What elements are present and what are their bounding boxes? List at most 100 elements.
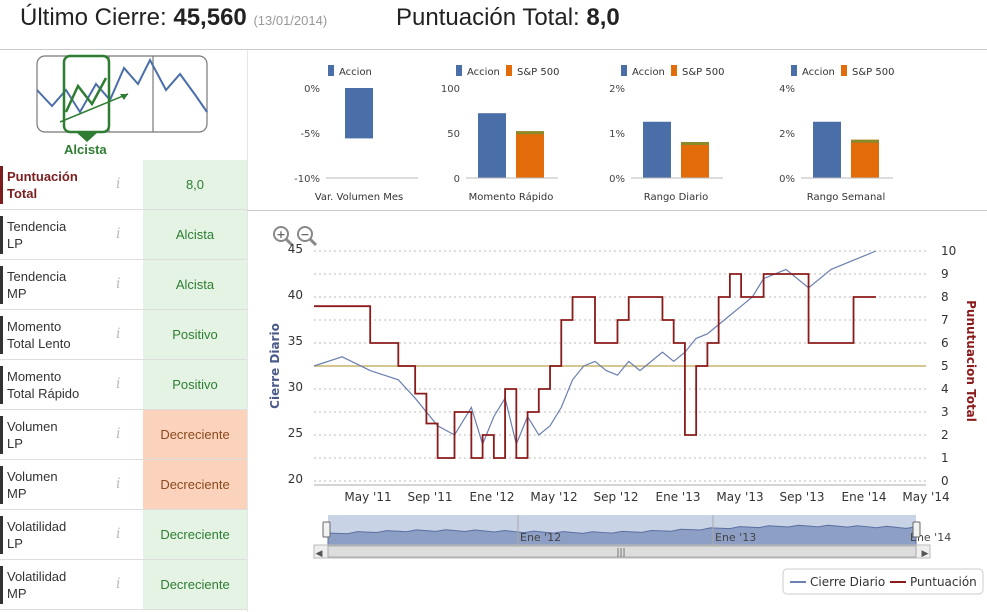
score-series-line xyxy=(314,273,876,459)
navigator-right-handle[interactable] xyxy=(912,521,921,538)
navigator-label: Ene '13 xyxy=(715,531,756,544)
bar xyxy=(643,121,671,178)
info-icon[interactable]: i xyxy=(116,176,121,192)
score-name-line1: Volatilidad xyxy=(7,519,67,534)
scrollbar-grip: ||| xyxy=(616,548,625,558)
score-row: Tendencia MP i Alcista xyxy=(0,260,247,310)
row-marker xyxy=(0,516,3,554)
zoom-in-icon[interactable]: + xyxy=(273,226,294,247)
total-score-label: Puntuación Total: xyxy=(396,4,580,31)
navigator-left-handle[interactable] xyxy=(322,521,331,538)
category-label: Rango Diario xyxy=(644,192,708,203)
legend-label: Accion xyxy=(339,67,372,78)
legend-label: S&P 500 xyxy=(852,67,894,78)
x-tick-label: May '12 xyxy=(530,490,577,504)
y-right-tick: 6 xyxy=(941,336,949,350)
info-icon[interactable]: i xyxy=(116,326,121,342)
y-right-tick: 8 xyxy=(941,290,949,304)
magnifier-ring xyxy=(273,226,289,242)
total-score-value: 8,0 xyxy=(586,4,620,31)
info-icon[interactable]: i xyxy=(116,526,121,542)
y-tick-label: 50 xyxy=(447,129,460,140)
y-tick-label: 0% xyxy=(304,84,320,95)
info-icon[interactable]: i xyxy=(116,276,121,292)
zoom-glyph: − xyxy=(300,228,309,241)
y-tick-label: 0% xyxy=(779,174,795,185)
bar-chart-2: Accion S&P 500 2% 1% 0% Rango Diario xyxy=(609,65,724,203)
zoom-out-icon[interactable]: − xyxy=(297,226,318,247)
y-left-tick: 45 xyxy=(288,242,303,256)
y-left-tick: 20 xyxy=(288,472,303,486)
score-row: Volatilidad LP i Decreciente xyxy=(0,510,247,560)
x-tick-label: May '11 xyxy=(344,490,391,504)
info-icon[interactable]: i xyxy=(116,576,121,592)
last-close: Último Cierre: 45,560 (13/01/2014) xyxy=(20,4,327,32)
legend-swatch xyxy=(791,65,797,76)
y-tick-label: 0 xyxy=(454,174,460,185)
score-name-line2: LP xyxy=(7,436,23,451)
y-left-axis-label: Cierre Diario xyxy=(268,323,282,409)
y-tick-label: 4% xyxy=(779,84,795,95)
scroll-left-arrow: ◀ xyxy=(316,549,323,559)
score-value: Decreciente xyxy=(143,560,247,609)
scroll-right-arrow: ▶ xyxy=(922,549,929,559)
legend-close-label[interactable]: Cierre Diario xyxy=(810,575,885,589)
info-icon[interactable]: i xyxy=(116,376,121,392)
legend-label: Accion xyxy=(802,67,835,78)
x-tick-label: Sep '13 xyxy=(780,490,825,504)
page-header: Último Cierre: 45,560 (13/01/2014) Puntu… xyxy=(0,0,987,50)
score-name-line1: Volumen xyxy=(7,469,58,484)
info-icon[interactable]: i xyxy=(116,426,121,442)
bar-chart-0: Accion 0% -5% -10% Var. Volumen Mes xyxy=(294,65,418,203)
score-panel: Alcista Puntuación Total i 8,0 Tendencia LP i A… xyxy=(0,50,247,612)
score-name-line2: Total Lento xyxy=(7,336,71,351)
score-row: Volumen MP i Decreciente xyxy=(0,460,247,510)
y-tick-label: -5% xyxy=(301,129,320,140)
score-name-line2: MP xyxy=(7,586,27,601)
y-right-tick: 1 xyxy=(941,451,949,465)
legend-score-label[interactable]: Puntuación xyxy=(910,575,977,589)
x-tick-label: May '14 xyxy=(902,490,949,504)
score-row: Volumen LP i Decreciente xyxy=(0,410,247,460)
scrollbar-thumb xyxy=(327,545,917,558)
score-value: Alcista xyxy=(143,260,247,309)
score-name-line1: Tendencia xyxy=(7,219,67,234)
row-marker xyxy=(0,266,3,304)
score-name: Tendencia MP xyxy=(7,268,107,302)
y-right-tick: 10 xyxy=(941,244,956,258)
score-name-line2: Total Rápido xyxy=(7,386,80,401)
y-right-axis-label: Punutuacion Total xyxy=(964,300,978,422)
x-tick-label: Ene '12 xyxy=(470,490,515,504)
bar-cap xyxy=(516,131,544,135)
info-icon[interactable]: i xyxy=(116,476,121,492)
score-name-line2: Total xyxy=(7,186,38,201)
last-close-value: 45,560 xyxy=(173,4,247,31)
category-label: Rango Semanal xyxy=(807,192,885,203)
row-marker xyxy=(0,466,3,504)
category-label: Var. Volumen Mes xyxy=(315,192,403,203)
legend-label: Accion xyxy=(467,67,500,78)
comparison-charts-svg: Accion 0% -5% -10% Var. Volumen Mes Accion S&P… xyxy=(294,65,894,203)
score-name: Volumen MP xyxy=(7,468,107,502)
row-marker xyxy=(0,566,3,604)
bar-cap xyxy=(681,142,709,145)
legend-swatch xyxy=(456,65,462,76)
range-navigator[interactable]: Ene '12 Ene '13 Ene '14 xyxy=(322,515,951,546)
score-name: Momento Total Rápido xyxy=(7,368,107,402)
row-marker xyxy=(0,166,3,204)
last-close-date: (13/01/2014) xyxy=(253,13,328,28)
magnifier-handle xyxy=(284,237,294,247)
score-value: Decreciente xyxy=(143,410,247,459)
navigator-scrollbar[interactable]: ||| ◀ ▶ xyxy=(313,544,931,559)
horizontal-divider xyxy=(247,210,987,211)
last-close-label: Último Cierre: xyxy=(20,4,167,31)
legend-label: S&P 500 xyxy=(517,67,559,78)
bar xyxy=(681,142,709,178)
info-icon[interactable]: i xyxy=(116,226,121,242)
x-tick-label: May '13 xyxy=(716,490,763,504)
y-right-tick: 3 xyxy=(941,405,949,419)
score-row: Momento Total Lento i Positivo xyxy=(0,310,247,360)
row-marker xyxy=(0,416,3,454)
y-tick-label: 100 xyxy=(441,84,460,95)
